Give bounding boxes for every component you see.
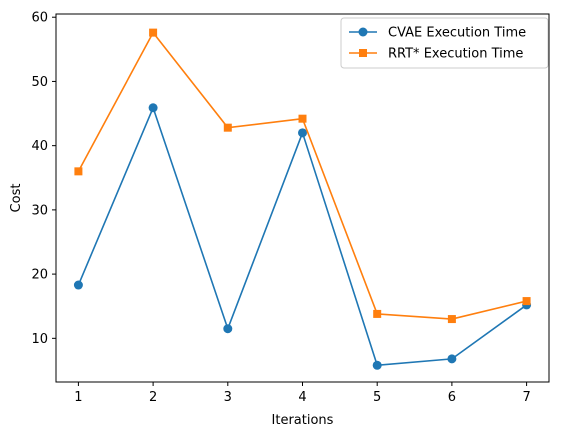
legend-label: RRT* Execution Time [388, 47, 523, 62]
x-tick-label: 4 [298, 390, 306, 405]
x-axis-label: Iterations [272, 413, 334, 428]
legend-swatch-marker [359, 49, 367, 57]
y-tick-label: 60 [31, 11, 48, 26]
y-axis-ticks: 10 20 30 40 50 60 [31, 11, 56, 347]
plot-frame [55, 13, 550, 383]
legend-entry: RRT* Execution Time [349, 47, 523, 62]
data-point [73, 280, 83, 290]
series-layer [73, 28, 532, 370]
x-tick-label: 7 [522, 390, 530, 405]
y-tick-label: 50 [31, 75, 48, 90]
data-point [522, 297, 531, 306]
legend-label: CVAE Execution Time [388, 26, 526, 41]
data-point [223, 123, 232, 132]
legend-entry: CVAE Execution Time [349, 26, 526, 41]
y-tick-label: 30 [31, 203, 48, 218]
legend-entries: CVAE Execution Time RRT* Execution Time [349, 26, 526, 62]
data-point [447, 354, 457, 364]
x-axis-ticks: 1 2 3 4 5 6 7 [74, 382, 531, 405]
data-point [298, 114, 307, 123]
x-tick-label: 5 [373, 390, 381, 405]
data-point [223, 324, 233, 334]
y-tick-label: 10 [31, 332, 48, 347]
series-1 [73, 103, 532, 370]
x-tick-label: 2 [149, 390, 157, 405]
legend-box [340, 17, 549, 69]
x-tick-label: 6 [448, 390, 456, 405]
x-tick-label: 1 [74, 390, 82, 405]
series-2 [74, 28, 531, 324]
y-axis-label: Cost [9, 184, 24, 213]
data-point [298, 128, 307, 138]
x-tick-label: 3 [224, 390, 232, 405]
data-point [149, 28, 158, 37]
legend-swatch-marker [358, 27, 368, 37]
data-point [74, 167, 83, 176]
y-tick-label: 40 [31, 139, 48, 154]
data-point [447, 315, 456, 324]
data-point [372, 360, 382, 370]
legend: CVAE Execution Time RRT* Execution Time [340, 17, 549, 69]
data-point [373, 309, 382, 318]
data-point [148, 103, 158, 113]
y-tick-label: 20 [31, 268, 48, 283]
